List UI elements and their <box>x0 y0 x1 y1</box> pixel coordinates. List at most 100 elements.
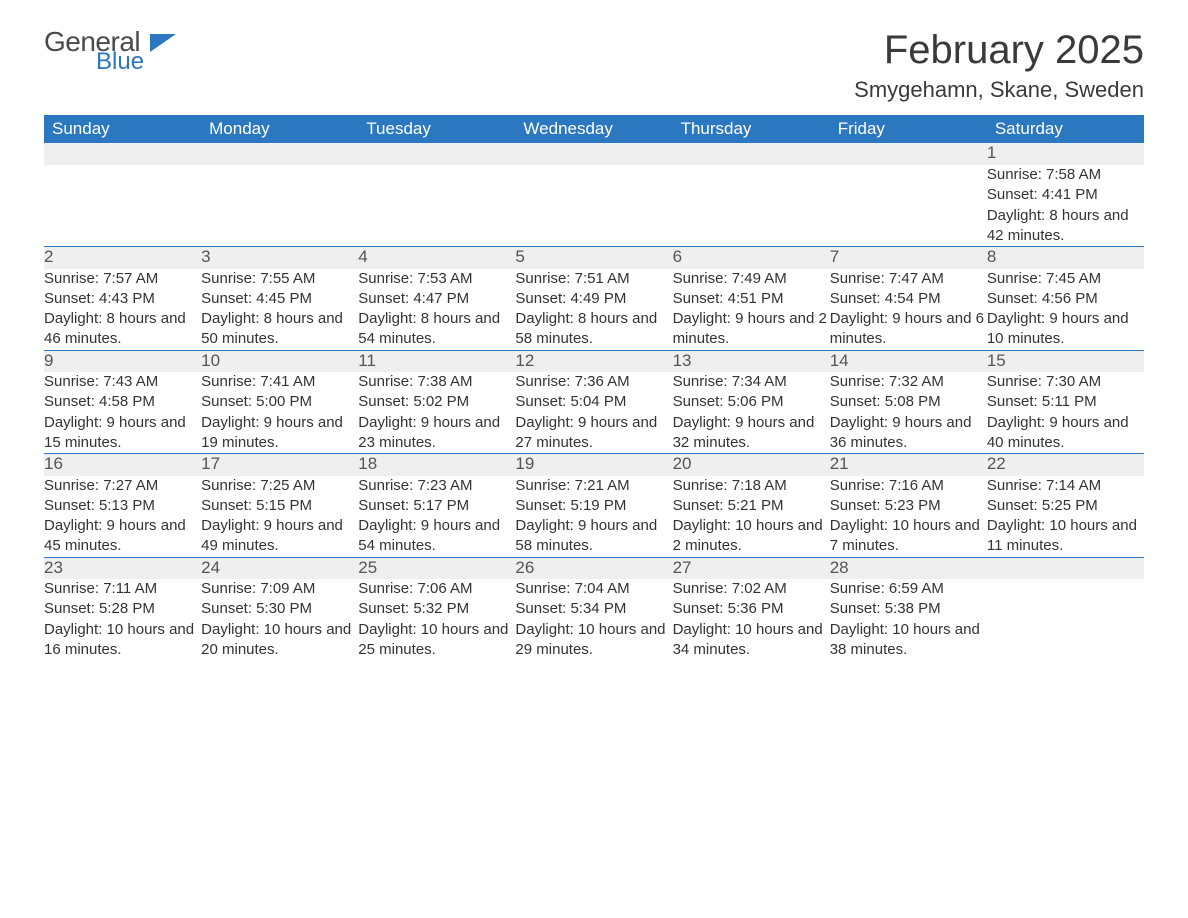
sunset-line: Sunset: 5:11 PM <box>987 392 1144 412</box>
day-number-cell: 17 <box>201 454 358 476</box>
day-info-cell: Sunrise: 7:38 AMSunset: 5:02 PMDaylight:… <box>358 372 515 454</box>
day-info-row: Sunrise: 7:58 AMSunset: 4:41 PMDaylight:… <box>44 165 1144 247</box>
sunset-line: Sunset: 4:49 PM <box>515 289 672 309</box>
sunrise-line: Sunrise: 7:47 AM <box>830 269 987 289</box>
daylight-line: Daylight: 10 hours and 29 minutes. <box>515 620 672 661</box>
sunset-line: Sunset: 4:58 PM <box>44 392 201 412</box>
day-header: Friday <box>830 115 987 143</box>
sunrise-line: Sunrise: 7:14 AM <box>987 476 1144 496</box>
sunset-line: Sunset: 5:21 PM <box>673 496 830 516</box>
day-number-row: 232425262728 <box>44 557 1144 579</box>
sunset-line: Sunset: 5:15 PM <box>201 496 358 516</box>
day-info-cell <box>515 165 672 247</box>
sunrise-line: Sunrise: 7:06 AM <box>358 579 515 599</box>
sunrise-line: Sunrise: 7:02 AM <box>673 579 830 599</box>
day-info-cell: Sunrise: 7:14 AMSunset: 5:25 PMDaylight:… <box>987 476 1144 558</box>
sunrise-line: Sunrise: 6:59 AM <box>830 579 987 599</box>
day-header: Monday <box>201 115 358 143</box>
daylight-line: Daylight: 8 hours and 42 minutes. <box>987 206 1144 247</box>
daylight-line: Daylight: 9 hours and 10 minutes. <box>987 309 1144 350</box>
daylight-line: Daylight: 10 hours and 20 minutes. <box>201 620 358 661</box>
day-info-cell: Sunrise: 7:23 AMSunset: 5:17 PMDaylight:… <box>358 476 515 558</box>
sunrise-line: Sunrise: 7:58 AM <box>987 165 1144 185</box>
day-number-cell: 9 <box>44 350 201 372</box>
day-info-cell: Sunrise: 7:06 AMSunset: 5:32 PMDaylight:… <box>358 579 515 668</box>
daylight-line: Daylight: 9 hours and 6 minutes. <box>830 309 987 350</box>
daylight-line: Daylight: 9 hours and 58 minutes. <box>515 516 672 557</box>
day-number-cell: 11 <box>358 350 515 372</box>
day-number-cell: 18 <box>358 454 515 476</box>
day-header: Thursday <box>673 115 830 143</box>
day-number-row: 1 <box>44 143 1144 165</box>
day-number-cell: 20 <box>673 454 830 476</box>
day-info-row: Sunrise: 7:11 AMSunset: 5:28 PMDaylight:… <box>44 579 1144 668</box>
day-info-cell: Sunrise: 7:58 AMSunset: 4:41 PMDaylight:… <box>987 165 1144 247</box>
sunset-line: Sunset: 5:38 PM <box>830 599 987 619</box>
sunset-line: Sunset: 4:47 PM <box>358 289 515 309</box>
day-number-row: 9101112131415 <box>44 350 1144 372</box>
sunrise-line: Sunrise: 7:45 AM <box>987 269 1144 289</box>
sunset-line: Sunset: 5:23 PM <box>830 496 987 516</box>
day-info-cell: Sunrise: 7:32 AMSunset: 5:08 PMDaylight:… <box>830 372 987 454</box>
daylight-line: Daylight: 10 hours and 2 minutes. <box>673 516 830 557</box>
sunrise-line: Sunrise: 7:04 AM <box>515 579 672 599</box>
header: General Blue February 2025 Smygehamn, Sk… <box>44 28 1144 103</box>
day-number-cell: 4 <box>358 247 515 269</box>
day-info-cell: Sunrise: 7:34 AMSunset: 5:06 PMDaylight:… <box>673 372 830 454</box>
daylight-line: Daylight: 10 hours and 25 minutes. <box>358 620 515 661</box>
sunrise-line: Sunrise: 7:53 AM <box>358 269 515 289</box>
sunrise-line: Sunrise: 7:57 AM <box>44 269 201 289</box>
day-header: Saturday <box>987 115 1144 143</box>
daylight-line: Daylight: 9 hours and 19 minutes. <box>201 413 358 454</box>
sunset-line: Sunset: 5:17 PM <box>358 496 515 516</box>
daylight-line: Daylight: 9 hours and 32 minutes. <box>673 413 830 454</box>
day-number-cell: 22 <box>987 454 1144 476</box>
day-info-cell <box>358 165 515 247</box>
sunrise-line: Sunrise: 7:43 AM <box>44 372 201 392</box>
sunset-line: Sunset: 5:13 PM <box>44 496 201 516</box>
daylight-line: Daylight: 9 hours and 15 minutes. <box>44 413 201 454</box>
sunset-line: Sunset: 5:19 PM <box>515 496 672 516</box>
sunset-line: Sunset: 4:51 PM <box>673 289 830 309</box>
sunset-line: Sunset: 5:25 PM <box>987 496 1144 516</box>
sunrise-line: Sunrise: 7:38 AM <box>358 372 515 392</box>
month-title: February 2025 <box>854 28 1144 73</box>
day-number-cell: 21 <box>830 454 987 476</box>
day-info-row: Sunrise: 7:43 AMSunset: 4:58 PMDaylight:… <box>44 372 1144 454</box>
day-number-cell: 1 <box>987 143 1144 165</box>
day-info-cell <box>673 165 830 247</box>
day-number-cell: 23 <box>44 557 201 579</box>
daylight-line: Daylight: 9 hours and 36 minutes. <box>830 413 987 454</box>
day-info-cell: Sunrise: 7:51 AMSunset: 4:49 PMDaylight:… <box>515 269 672 351</box>
sunset-line: Sunset: 4:45 PM <box>201 289 358 309</box>
sunrise-line: Sunrise: 7:16 AM <box>830 476 987 496</box>
sunrise-line: Sunrise: 7:21 AM <box>515 476 672 496</box>
day-number-cell: 5 <box>515 247 672 269</box>
daylight-line: Daylight: 9 hours and 54 minutes. <box>358 516 515 557</box>
day-number-cell: 14 <box>830 350 987 372</box>
logo-text-blue: Blue <box>96 50 144 74</box>
day-info-cell: Sunrise: 7:43 AMSunset: 4:58 PMDaylight:… <box>44 372 201 454</box>
sunset-line: Sunset: 5:02 PM <box>358 392 515 412</box>
title-block: February 2025 Smygehamn, Skane, Sweden <box>854 28 1144 103</box>
sunset-line: Sunset: 5:04 PM <box>515 392 672 412</box>
sunrise-line: Sunrise: 7:34 AM <box>673 372 830 392</box>
sunset-line: Sunset: 5:34 PM <box>515 599 672 619</box>
day-number-cell: 12 <box>515 350 672 372</box>
day-number-cell: 27 <box>673 557 830 579</box>
sunset-line: Sunset: 5:28 PM <box>44 599 201 619</box>
day-number-cell: 2 <box>44 247 201 269</box>
day-info-cell: Sunrise: 7:57 AMSunset: 4:43 PMDaylight:… <box>44 269 201 351</box>
day-number-row: 16171819202122 <box>44 454 1144 476</box>
logo: General Blue <box>44 28 144 74</box>
day-info-cell <box>44 165 201 247</box>
day-number-cell <box>987 557 1144 579</box>
day-info-cell: Sunrise: 7:04 AMSunset: 5:34 PMDaylight:… <box>515 579 672 668</box>
day-info-cell <box>201 165 358 247</box>
daylight-line: Daylight: 9 hours and 27 minutes. <box>515 413 672 454</box>
day-header: Sunday <box>44 115 201 143</box>
day-number-cell: 7 <box>830 247 987 269</box>
sunrise-line: Sunrise: 7:55 AM <box>201 269 358 289</box>
day-info-cell <box>987 579 1144 668</box>
sunset-line: Sunset: 5:06 PM <box>673 392 830 412</box>
